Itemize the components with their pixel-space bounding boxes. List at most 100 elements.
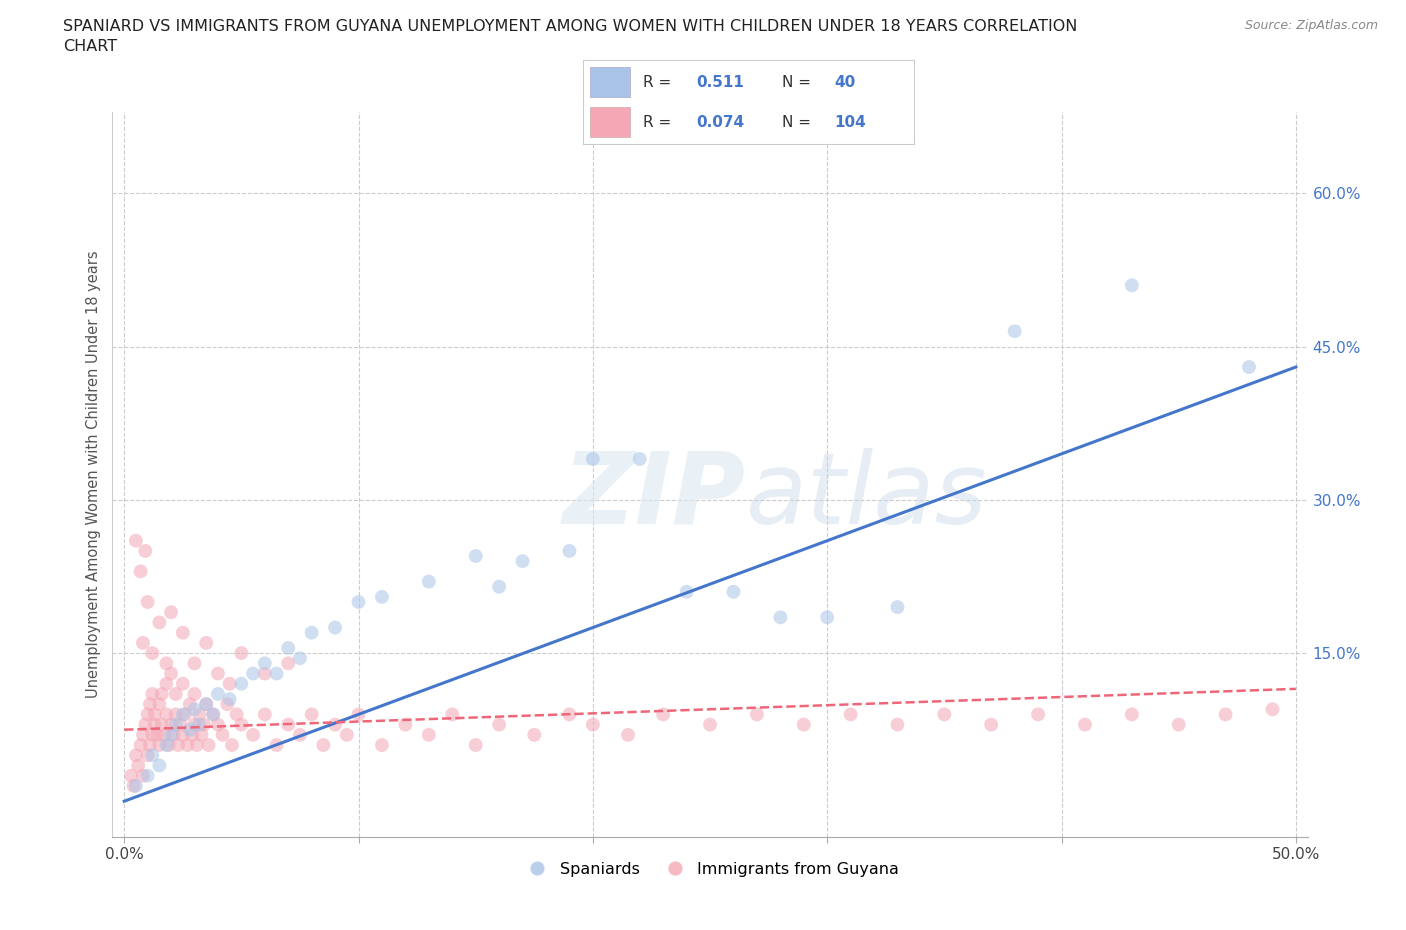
Point [839, 707, 862, 722]
Point [394, 717, 416, 732]
Point [160, 666, 183, 681]
Bar [591, 107, 630, 138]
Point [582, 717, 605, 732]
Point [186, 737, 208, 752]
Point [181, 727, 204, 742]
Point [172, 625, 194, 640]
Text: R =: R = [643, 74, 676, 89]
Point [139, 737, 162, 752]
Point [815, 610, 838, 625]
Point [1121, 278, 1143, 293]
Point [148, 758, 170, 773]
Point [155, 656, 177, 671]
Point [183, 702, 205, 717]
Point [1261, 702, 1284, 717]
Text: SPANIARD VS IMMIGRANTS FROM GUYANA UNEMPLOYMENT AMONG WOMEN WITH CHILDREN UNDER : SPANIARD VS IMMIGRANTS FROM GUYANA UNEMP… [63, 19, 1077, 33]
Point [886, 717, 908, 732]
Point [183, 686, 205, 701]
Point [150, 686, 173, 701]
Point [190, 727, 212, 742]
Text: R =: R = [643, 115, 676, 130]
Point [301, 707, 323, 722]
Point [165, 686, 187, 701]
Point [183, 656, 205, 671]
Point [160, 604, 183, 619]
Point [464, 549, 486, 564]
Legend: Spaniards, Immigrants from Guyana: Spaniards, Immigrants from Guyana [515, 856, 905, 884]
Point [1074, 717, 1097, 732]
Point [745, 707, 768, 722]
Point [221, 737, 243, 752]
Y-axis label: Unemployment Among Women with Children Under 18 years: Unemployment Among Women with Children U… [86, 250, 101, 698]
Point [218, 692, 240, 707]
Point [211, 727, 233, 742]
Text: 0.511: 0.511 [696, 74, 744, 89]
Point [155, 737, 177, 752]
Point [1121, 707, 1143, 722]
Point [231, 717, 253, 732]
Point [523, 727, 546, 742]
Point [155, 676, 177, 691]
Point [288, 651, 311, 666]
Point [488, 579, 510, 594]
Point [183, 717, 205, 732]
Point [134, 543, 156, 558]
Point [162, 727, 184, 742]
Point [371, 737, 394, 752]
Point [277, 641, 299, 656]
Point [160, 727, 183, 742]
Point [169, 717, 191, 732]
Point [312, 737, 335, 752]
Point [558, 707, 581, 722]
Point [188, 717, 211, 732]
Point [172, 727, 194, 742]
Point [441, 707, 464, 722]
Point [139, 697, 162, 711]
Point [141, 645, 163, 660]
Point [165, 717, 187, 732]
Point [347, 594, 370, 609]
Text: 104: 104 [835, 115, 866, 130]
Point [148, 737, 170, 752]
Point [141, 748, 163, 763]
Point [195, 635, 218, 650]
Point [193, 717, 215, 732]
Point [120, 768, 142, 783]
Point [129, 564, 152, 578]
Point [266, 737, 288, 752]
Point [132, 727, 155, 742]
Point [202, 707, 225, 722]
Point [488, 717, 510, 732]
Point [301, 625, 323, 640]
Point [148, 615, 170, 630]
Point [136, 594, 159, 609]
Point [136, 748, 159, 763]
Point [218, 676, 240, 691]
Point [134, 717, 156, 732]
Point [136, 707, 159, 722]
Point [699, 717, 721, 732]
Point [143, 717, 166, 732]
Text: ZIP: ZIP [562, 447, 747, 545]
Point [628, 452, 651, 467]
Point [288, 727, 311, 742]
Point [225, 707, 247, 722]
Point [195, 697, 218, 711]
Point [153, 727, 176, 742]
Point [277, 717, 299, 732]
Point [558, 543, 581, 558]
Point [146, 727, 169, 742]
Point [277, 656, 299, 671]
Point [217, 697, 239, 711]
Point [129, 737, 152, 752]
Point [176, 737, 198, 752]
Point [371, 590, 394, 604]
Point [253, 656, 276, 671]
Point [197, 737, 219, 752]
Point [1026, 707, 1049, 722]
Point [207, 686, 229, 701]
Point [253, 666, 276, 681]
Point [195, 697, 218, 711]
Point [143, 707, 166, 722]
Point [207, 717, 229, 732]
